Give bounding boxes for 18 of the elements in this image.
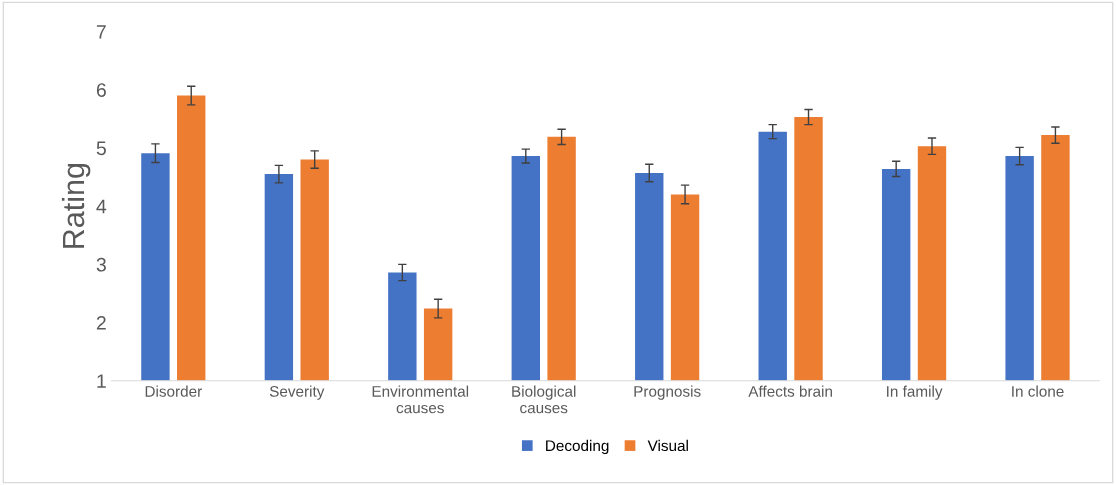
x-tick-label: Affects brain (748, 385, 832, 397)
y-tick-label: 6 (96, 83, 106, 97)
legend-label: Visual (647, 439, 688, 452)
y-tick-label: 3 (96, 257, 106, 272)
x-tick-label: Biological causes (512, 385, 576, 414)
x-tick-label: Severity (269, 385, 325, 400)
x-tick-label: Prognosis (634, 385, 701, 400)
x-tick-label: Environmental causes (372, 385, 469, 414)
y-tick-label: 1 (97, 374, 106, 388)
y-tick-label: 2 (96, 315, 106, 330)
legend-label: Decoding (546, 439, 609, 455)
y-tick-label: 4 (96, 199, 107, 214)
x-tick-label: In clone (1012, 385, 1064, 397)
x-tick-label: Disorder (145, 385, 202, 397)
y-tick-label: 5 (96, 141, 106, 156)
y-tick-label: 7 (96, 25, 106, 39)
y-axis-title: Rating (61, 163, 91, 248)
x-tick-label: In family (887, 385, 943, 400)
